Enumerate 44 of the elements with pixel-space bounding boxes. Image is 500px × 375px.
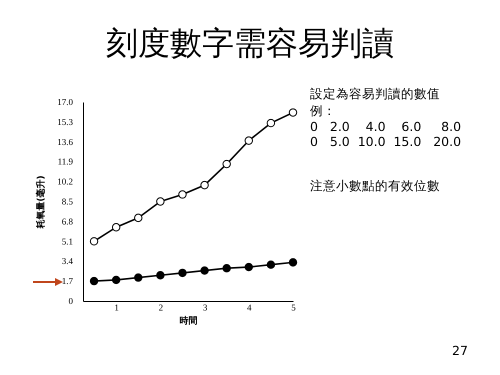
chart-title: 刻度數字需容易判讀 — [105, 23, 395, 64]
text: 27 — [452, 343, 468, 358]
point — [90, 276, 98, 286]
point — [134, 214, 142, 222]
point — [178, 268, 187, 278]
point — [288, 258, 298, 267]
point — [222, 264, 231, 272]
point — [200, 266, 209, 275]
text: 0 5.0 10.0 15.0 20.0 — [310, 134, 462, 149]
y-tick-label: 3.4 — [62, 256, 74, 266]
x-tick-label: 2 — [158, 302, 164, 312]
point — [134, 273, 142, 282]
y-tick-label: 15.3 — [57, 116, 74, 127]
point — [288, 108, 298, 117]
text: 0 2.0 4.0 6.0 8.0 — [310, 119, 462, 134]
y-tick-label: 0 — [68, 296, 74, 306]
x-tick-label: 5 — [291, 302, 296, 312]
point — [244, 262, 253, 272]
x-axis-title: 時間 — [180, 316, 198, 326]
y-tick-label: 10.2 — [57, 176, 73, 187]
point — [266, 260, 276, 269]
point — [266, 118, 276, 128]
point — [156, 197, 165, 206]
text: 注意小數點的有效位數 — [310, 178, 440, 195]
y-tick-label: 8.5 — [62, 196, 74, 206]
y-tick-label: 5.1 — [62, 236, 73, 246]
x-tick-label: 4 — [247, 302, 252, 312]
point — [222, 160, 231, 168]
point — [178, 190, 187, 199]
point — [112, 223, 120, 232]
point — [200, 180, 209, 190]
text: 設定為容易判讀的數值例： — [310, 86, 441, 120]
y-tick-label: 13.6 — [57, 136, 74, 147]
y-tick-label: 1.7 — [62, 276, 74, 286]
y-tick-label: 17.0 — [57, 97, 74, 107]
point — [112, 276, 120, 284]
y-tick-label: 6.8 — [62, 216, 74, 226]
point — [156, 271, 165, 280]
point — [244, 136, 253, 145]
y-tick-label: 11.9 — [58, 156, 74, 167]
x-tick-label: 3 — [202, 302, 208, 312]
x-tick-label: 1 — [114, 302, 119, 312]
y-axis-title: 耗氧量(毫升) — [36, 175, 46, 230]
point — [90, 237, 98, 246]
